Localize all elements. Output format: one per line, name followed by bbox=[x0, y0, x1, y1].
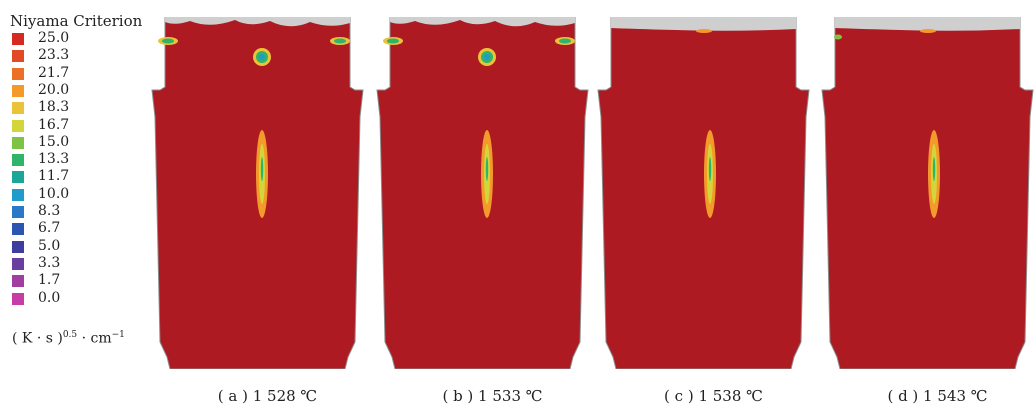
legend-swatch bbox=[12, 154, 24, 167]
casting-panel bbox=[376, 17, 589, 369]
legend-swatch bbox=[12, 275, 24, 288]
legend-label: 0.0 bbox=[38, 289, 61, 306]
legend-swatch bbox=[12, 223, 24, 236]
shrinkage-void bbox=[611, 17, 796, 31]
defect-edge-spot bbox=[696, 29, 712, 33]
legend-swatch bbox=[12, 102, 24, 115]
defect-edge-spot bbox=[920, 29, 936, 33]
units-tail-exponent: −1 bbox=[111, 330, 125, 340]
legend-swatch bbox=[12, 240, 24, 253]
legend-label: 8.3 bbox=[38, 203, 61, 219]
defect-edge-core bbox=[559, 38, 571, 44]
defect-spot-core bbox=[484, 54, 490, 60]
legend-label: 11.7 bbox=[38, 168, 70, 185]
centerline-porosity-core bbox=[260, 157, 264, 181]
legend-label: 15.0 bbox=[38, 133, 70, 150]
panel-caption: ( c ) 1 538 ℃ bbox=[664, 387, 763, 405]
centerline-porosity-core bbox=[932, 157, 936, 181]
legend-label: 3.3 bbox=[38, 254, 61, 271]
legend-swatch bbox=[12, 67, 24, 80]
panel-caption: ( a ) 1 528 ℃ bbox=[217, 387, 318, 405]
defect-edge-spot bbox=[834, 34, 842, 40]
legend-label: 23.3 bbox=[38, 47, 70, 64]
legend-label: 5.0 bbox=[38, 237, 61, 254]
units-exponent: 0.5 bbox=[62, 330, 78, 340]
defect-edge-core bbox=[162, 38, 174, 44]
legend-label: 18.3 bbox=[38, 99, 70, 116]
shrinkage-void bbox=[165, 17, 350, 27]
units-tail: · cm bbox=[81, 330, 112, 347]
legend-label: 21.7 bbox=[38, 64, 70, 81]
casting-panel bbox=[151, 17, 364, 369]
centerline-porosity-core bbox=[708, 157, 712, 181]
casting-body bbox=[597, 17, 810, 369]
legend-label: 6.7 bbox=[38, 220, 61, 237]
casting-panel bbox=[821, 17, 1034, 369]
units-label: ( K · s )0.5 · cm−1 bbox=[12, 330, 125, 347]
legend-swatch bbox=[12, 188, 24, 201]
casting-body bbox=[821, 17, 1034, 369]
defect-edge-core bbox=[387, 38, 399, 44]
legend-label: 1.7 bbox=[38, 272, 61, 289]
legend-label: 16.7 bbox=[38, 116, 70, 133]
legend-swatch bbox=[12, 292, 24, 305]
legend-swatch bbox=[12, 136, 24, 149]
casting-panel bbox=[597, 17, 810, 369]
shrinkage-void bbox=[835, 17, 1020, 31]
legend-swatch bbox=[12, 50, 24, 63]
legend-swatch bbox=[12, 84, 24, 97]
panel-caption: ( b ) 1 533 ℃ bbox=[442, 387, 543, 405]
legend-label: 20.0 bbox=[38, 81, 70, 98]
legend-swatch bbox=[12, 206, 24, 218]
legend-swatch bbox=[12, 257, 24, 270]
legend-swatch bbox=[12, 171, 24, 184]
legend-label: 10.0 bbox=[38, 185, 70, 202]
shrinkage-void bbox=[390, 17, 575, 27]
legend-swatch bbox=[12, 33, 24, 45]
defect-edge-core bbox=[334, 38, 346, 44]
legend-label: 13.3 bbox=[38, 151, 70, 168]
legend-swatch bbox=[12, 119, 24, 132]
legend-title: Niyama Criterion bbox=[10, 12, 143, 30]
centerline-porosity-core bbox=[485, 157, 489, 181]
units-main: ( K · s ) bbox=[12, 330, 63, 347]
defect-spot-core bbox=[259, 54, 265, 60]
panel-caption: ( d ) 1 543 ℃ bbox=[887, 387, 988, 405]
legend-label: 25.0 bbox=[38, 30, 70, 46]
